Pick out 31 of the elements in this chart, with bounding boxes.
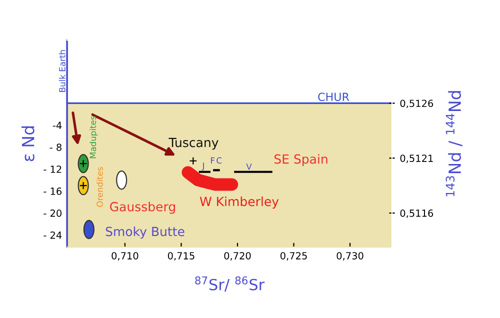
annotation: C [216,157,222,164]
y-tick-label: -4 [52,122,62,129]
y2-axis-title: $^{143}$Nd / $^{144}$Nd [446,91,462,196]
y-tick-label: - 16 [44,188,62,195]
y2-tick-label: 0,5121 [400,154,433,163]
x-axis-title: $^{87}$Sr/ $^{86}$Sr [195,276,265,292]
y-tick-label: - 20 [44,210,62,217]
y-tick-label: - 8 [50,144,62,151]
y-tick-label: - 24 [44,231,62,239]
x-tick-label: 0,720 [224,252,251,260]
annotation: V [246,164,252,170]
y2-tick-label: 0,5126 [400,100,434,108]
annotation: Gaussberg [110,202,175,214]
x-tick-label: 0,725 [280,252,307,260]
annotation: J [202,162,204,170]
x-tick-label: 0,715 [168,252,194,260]
annotation: Smoky Butte [106,226,184,239]
annotation: F [211,157,215,164]
x-tick-label: 0,730 [336,252,364,260]
ref-line-label: Bulk Earth [58,50,66,92]
annotation: Tuscany [168,138,218,150]
annotation: SE Spain [274,154,328,166]
annotation: W Kimberley [200,196,279,209]
y-tick-label: - 12 [44,166,62,173]
x-tick-label: 0,710 [112,252,138,260]
point [189,156,198,165]
annotation: Orendites [96,167,103,207]
y2-tick-label: 0,5116 [400,210,434,218]
annotation: Madupites [90,116,98,158]
y-axis-title: ε Nd [21,126,34,162]
ref-line-label: CHUR [318,92,350,102]
